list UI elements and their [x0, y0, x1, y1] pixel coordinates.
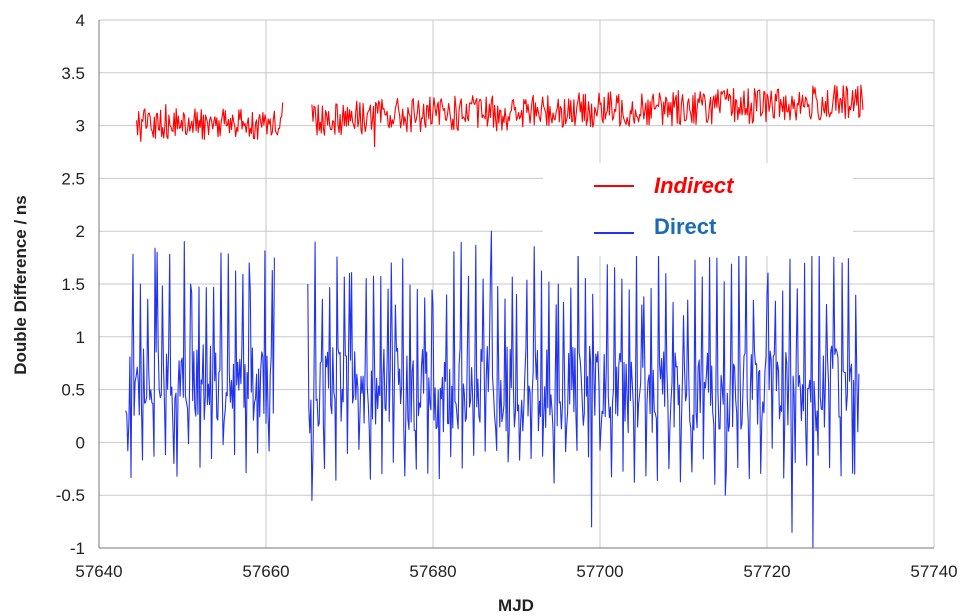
axes	[98, 20, 934, 549]
x-tick-label: 57680	[409, 562, 456, 581]
x-tick-label: 57640	[75, 562, 122, 581]
y-tick-label: 1.5	[61, 275, 85, 294]
x-tick-label: 57720	[743, 562, 790, 581]
x-tick-label: 57700	[576, 562, 623, 581]
y-tick-label: 0.5	[61, 381, 85, 400]
x-axis-title: MJD	[498, 596, 534, 615]
y-axis-title: Double Difference / ns	[11, 195, 30, 374]
series-direct	[125, 230, 860, 549]
series-layer	[125, 84, 864, 549]
y-tick-label: -0.5	[56, 486, 85, 505]
series-line-indirect	[311, 84, 864, 148]
x-tick-label: 57740	[910, 562, 957, 581]
y-tick-label: 1	[76, 328, 85, 347]
y-tick-label: 2	[76, 222, 85, 241]
legend-box	[543, 163, 853, 256]
legend-label-indirect: Indirect	[654, 173, 735, 198]
y-tick-label: 4	[76, 11, 85, 30]
series-indirect	[136, 84, 864, 148]
y-tick-label: -1	[70, 539, 85, 558]
series-line-direct	[307, 230, 860, 549]
y-tick-label: 3.5	[61, 64, 85, 83]
legend: Indirect Direct	[543, 163, 853, 256]
tick-labels: -1 -0.5 0 0.5 1 1.5 2 2.5 3 3.5 4 57640 57660 57680 57…	[56, 11, 958, 581]
y-tick-label: 2.5	[61, 169, 85, 188]
legend-label-direct: Direct	[654, 214, 717, 239]
series-line-indirect	[136, 102, 284, 142]
x-tick-label: 57660	[242, 562, 289, 581]
y-tick-label: 3	[76, 117, 85, 136]
series-line-direct	[125, 240, 275, 479]
y-tick-label: 0	[76, 433, 85, 452]
